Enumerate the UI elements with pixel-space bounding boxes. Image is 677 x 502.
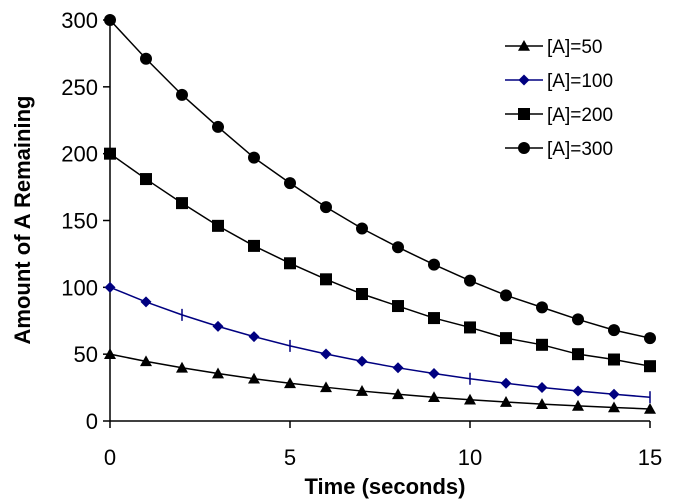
data-point	[392, 362, 404, 374]
series-line	[109, 353, 651, 410]
data-point	[392, 300, 404, 313]
data-point	[608, 353, 620, 366]
data-point	[176, 361, 188, 373]
data-point	[464, 274, 476, 287]
data-point	[608, 401, 620, 413]
y-tick-label: 150	[61, 209, 98, 234]
data-point	[320, 201, 332, 214]
legend-label: [A]=50	[547, 37, 602, 58]
x-tick-label: 10	[458, 445, 482, 470]
y-tick-label: 200	[61, 142, 98, 167]
series-line	[109, 153, 651, 367]
data-point	[644, 402, 656, 414]
data-point	[608, 388, 620, 400]
data-point	[572, 399, 584, 411]
data-point	[500, 377, 512, 389]
data-point	[428, 312, 440, 325]
data-point	[572, 313, 584, 326]
y-tick-label: 0	[86, 409, 98, 434]
x-tick-label: 0	[104, 445, 116, 470]
y-tick-label: 300	[61, 8, 98, 33]
x-tick-label: 15	[638, 445, 662, 470]
data-point	[104, 147, 116, 160]
data-point	[356, 385, 368, 396]
legend-item: [A]=300	[505, 139, 613, 160]
series-4	[104, 14, 656, 345]
legend-item: [A]=100	[505, 71, 613, 92]
data-point	[284, 257, 296, 270]
data-point	[248, 151, 260, 164]
legend-label: [A]=100	[547, 71, 613, 92]
data-point	[608, 324, 620, 337]
data-point	[500, 332, 512, 345]
series-1	[104, 348, 656, 414]
data-point	[356, 222, 368, 235]
data-point	[320, 381, 332, 393]
legend-label: [A]=300	[547, 139, 613, 160]
data-point	[644, 332, 656, 345]
y-tick-label: 50	[74, 342, 98, 367]
data-point	[464, 393, 476, 405]
data-point	[428, 258, 440, 271]
data-point	[356, 355, 368, 367]
data-point	[500, 396, 512, 407]
data-point	[428, 391, 440, 403]
data-point	[104, 281, 116, 293]
data-point	[284, 177, 296, 190]
data-point	[212, 219, 224, 232]
legend-marker	[518, 74, 530, 86]
data-point	[392, 388, 404, 400]
data-point	[536, 301, 548, 314]
data-point	[320, 348, 332, 360]
y-tick-label: 250	[61, 75, 98, 100]
data-point	[104, 348, 116, 359]
series-3	[104, 147, 656, 373]
y-axis-title: Amount of A Remaining	[10, 96, 35, 345]
data-point	[320, 273, 332, 286]
series-line	[109, 19, 651, 339]
data-point	[248, 372, 260, 384]
data-point	[536, 338, 548, 351]
legend-marker	[518, 142, 530, 154]
data-point	[644, 360, 656, 373]
data-point	[212, 320, 224, 332]
x-axis-title: Time (seconds)	[305, 474, 466, 499]
plot-area: 0 50 100 150 200 250 300 0 5 10 15	[61, 8, 662, 470]
data-point	[356, 288, 368, 301]
data-point	[176, 197, 188, 210]
data-point	[212, 120, 224, 133]
legend-item: [A]=200	[505, 105, 613, 126]
data-point	[140, 355, 152, 367]
data-point	[140, 52, 152, 65]
data-point	[212, 367, 224, 379]
legend-marker	[518, 40, 530, 51]
data-point	[464, 321, 476, 334]
data-point	[248, 331, 260, 343]
x-tick-label: 5	[284, 445, 296, 470]
legend-label: [A]=200	[547, 105, 613, 126]
series-2	[104, 281, 651, 404]
data-point	[572, 348, 584, 361]
data-point	[428, 368, 440, 380]
data-point	[284, 377, 296, 389]
legend: [A]=50 [A]=100 [A]=200 [A]=300	[505, 37, 613, 160]
series-line	[109, 286, 651, 398]
data-point	[500, 289, 512, 302]
data-point	[176, 88, 188, 101]
data-point	[248, 239, 260, 252]
y-tick-label: 100	[61, 275, 98, 300]
data-point	[536, 398, 548, 409]
data-point	[536, 381, 548, 393]
data-point	[104, 14, 116, 26]
legend-item: [A]=50	[505, 37, 602, 58]
data-point	[392, 241, 404, 254]
data-point	[140, 173, 152, 186]
legend-marker	[518, 108, 530, 120]
data-point	[572, 385, 584, 397]
data-point	[140, 296, 152, 308]
